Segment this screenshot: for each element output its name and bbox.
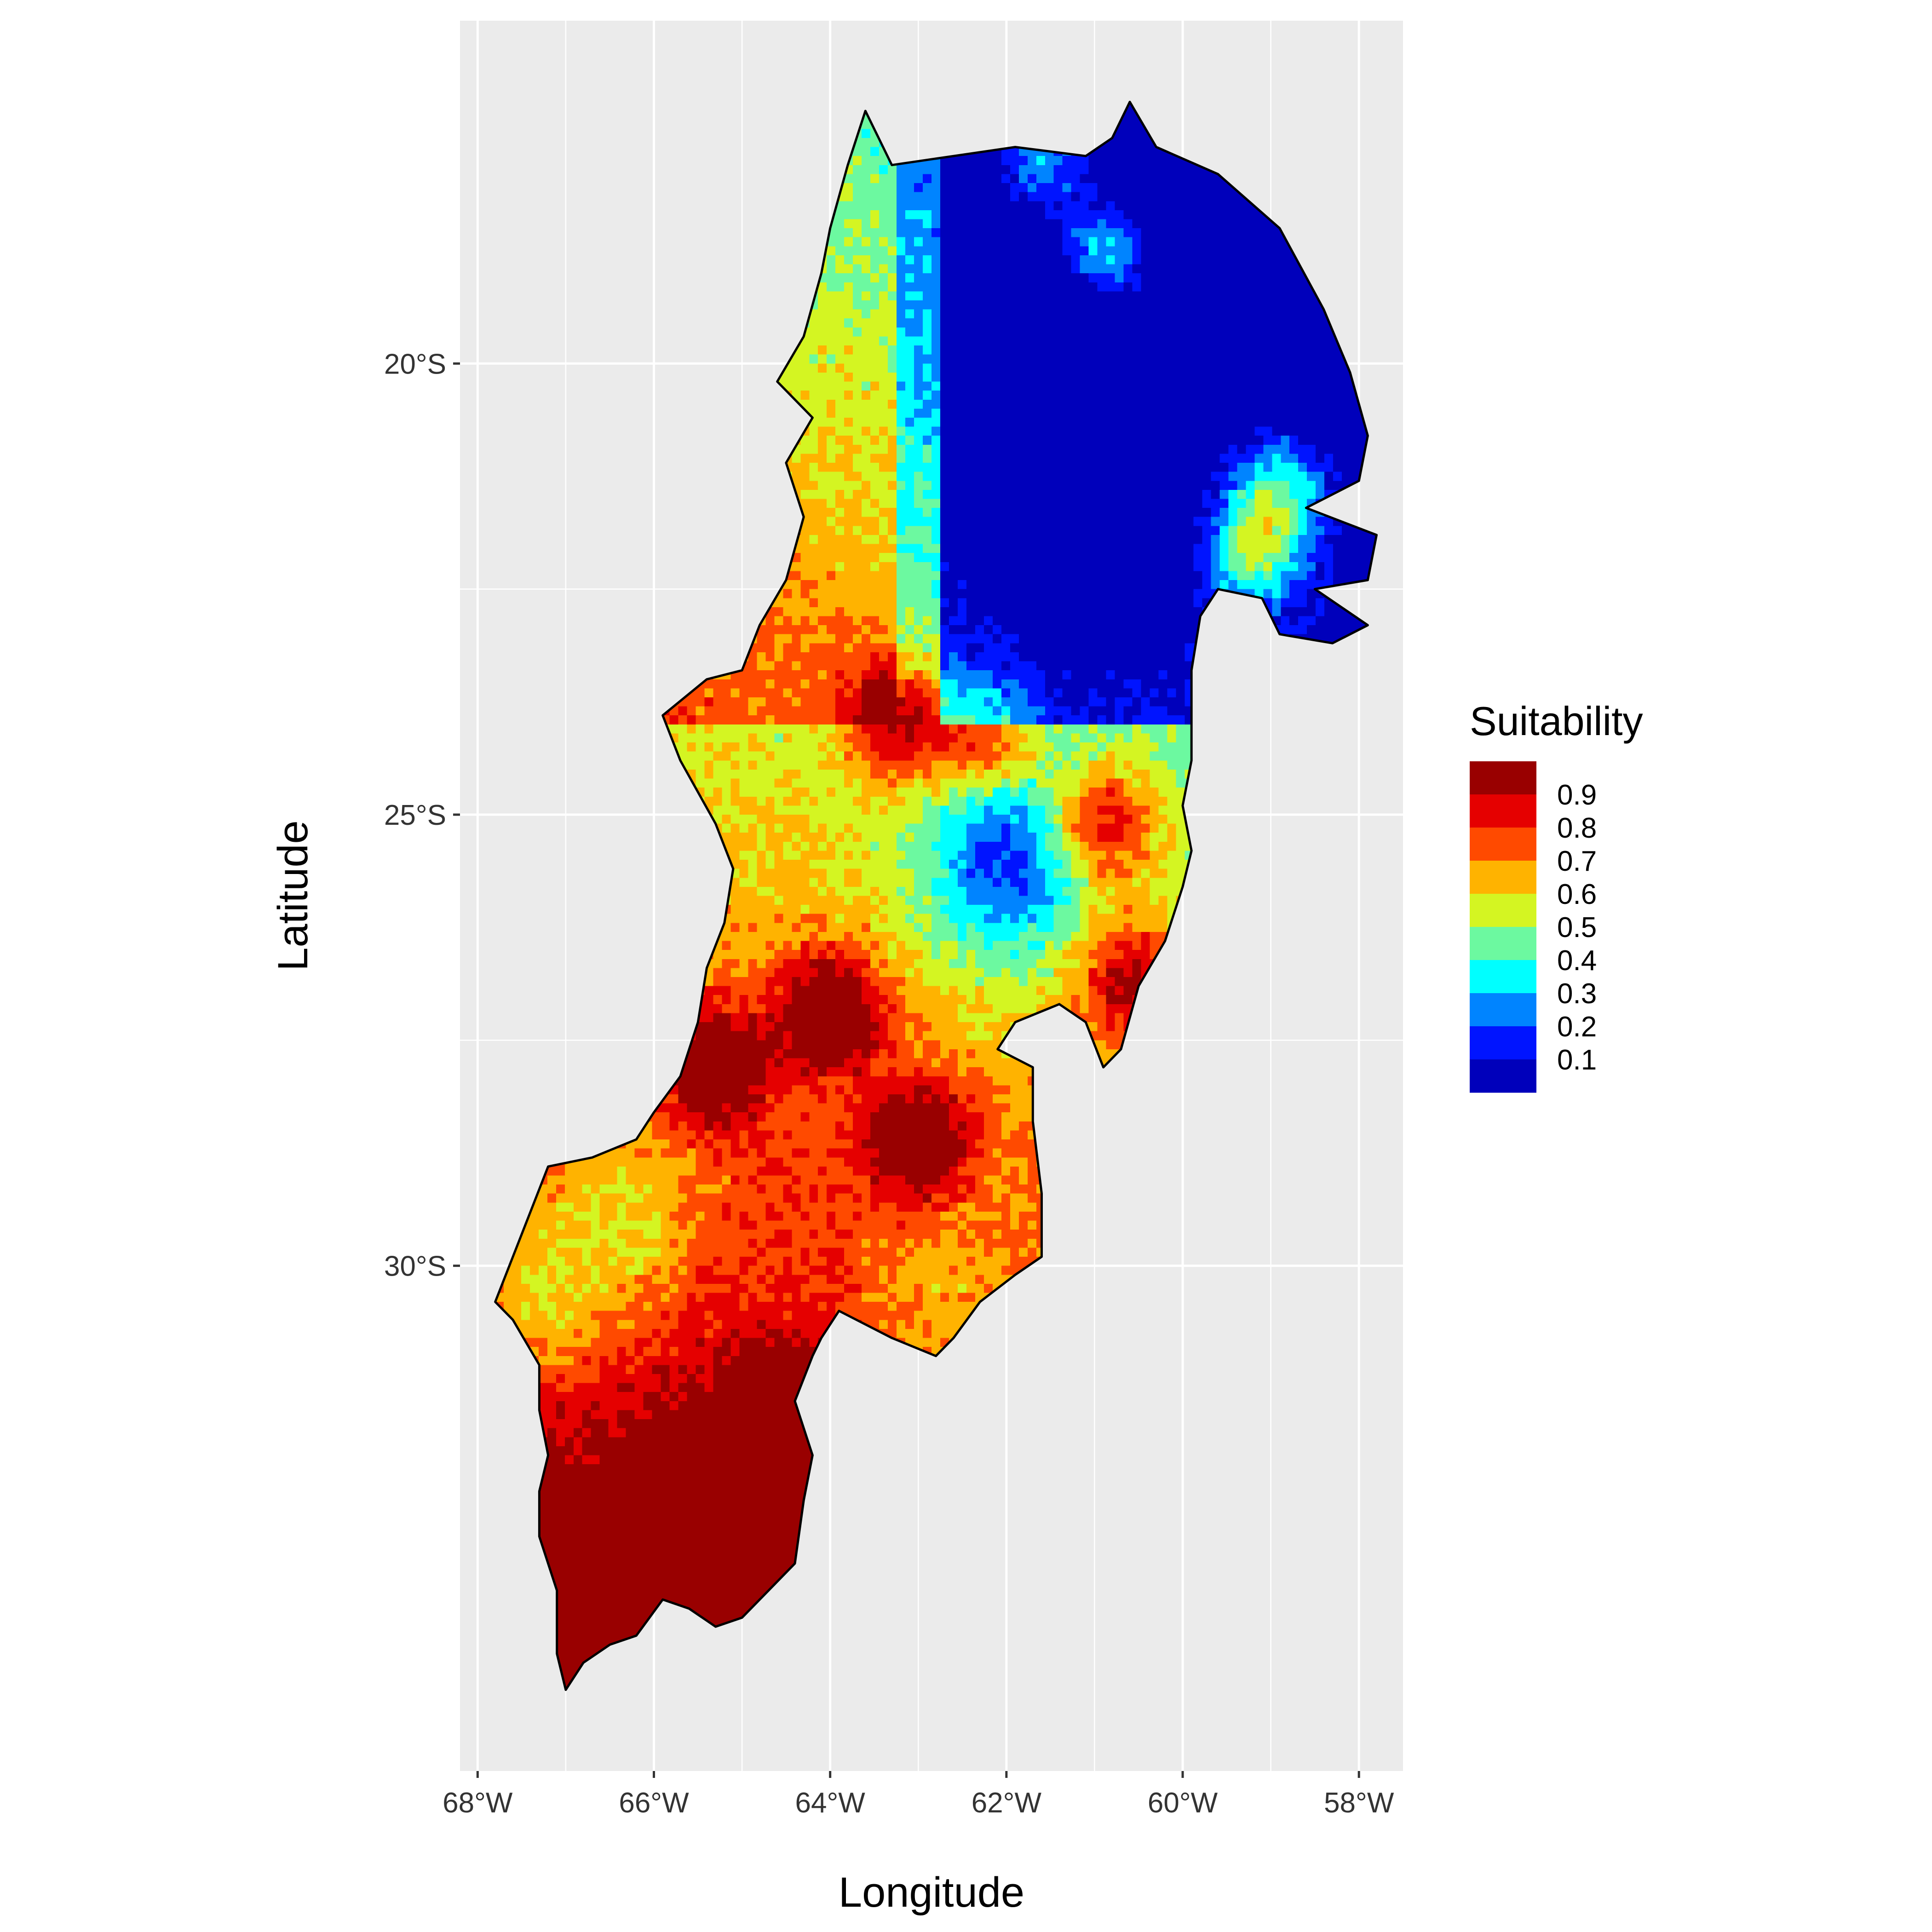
legend-color-key: [1470, 794, 1536, 828]
legend-color-key: [1470, 894, 1536, 927]
legend: Suitability 0.90.80.70.60.50.40.30.20.1: [1470, 698, 1643, 1093]
legend-label: 0.1: [1557, 1044, 1597, 1076]
y-tick-label: 30°S: [384, 1251, 446, 1282]
y-tick-label: 25°S: [384, 799, 446, 831]
y-tick-label: 20°S: [384, 348, 446, 380]
legend-color-key: [1470, 1026, 1536, 1060]
y-axis-title: Latitude: [270, 820, 316, 971]
legend-color-key: [1470, 1059, 1536, 1093]
x-tick-label: 68°W: [443, 1787, 513, 1819]
legend-label: 0.6: [1557, 879, 1597, 910]
legend-label: 0.4: [1557, 945, 1597, 977]
legend-label: 0.2: [1557, 1011, 1597, 1043]
x-tick-label: 62°W: [972, 1787, 1042, 1819]
legend-label: 0.3: [1557, 978, 1597, 1010]
y-axis-ticks: 20°S 25°S 30°S: [384, 348, 460, 1282]
legend-color-key: [1470, 927, 1536, 960]
legend-label: 0.8: [1557, 812, 1597, 844]
legend-color-key: [1470, 960, 1536, 994]
legend-label: 0.5: [1557, 912, 1597, 943]
legend-label: 0.7: [1557, 845, 1597, 877]
x-tick-label: 66°W: [619, 1787, 689, 1819]
legend-color-key: [1470, 993, 1536, 1027]
x-tick-label: 58°W: [1324, 1787, 1394, 1819]
legend-color-key: [1470, 761, 1536, 795]
x-tick-label: 60°W: [1148, 1787, 1218, 1819]
x-tick-label: 64°W: [795, 1787, 866, 1819]
x-axis-title: Longitude: [839, 1869, 1024, 1916]
legend-color-key: [1470, 828, 1536, 861]
region-outline: [494, 101, 1378, 1691]
legend-title: Suitability: [1470, 698, 1643, 744]
legend-color-key: [1470, 861, 1536, 894]
x-axis-ticks: 68°W 66°W 64°W 62°W 60°W 58°W: [443, 1771, 1394, 1819]
legend-label: 0.9: [1557, 779, 1597, 811]
